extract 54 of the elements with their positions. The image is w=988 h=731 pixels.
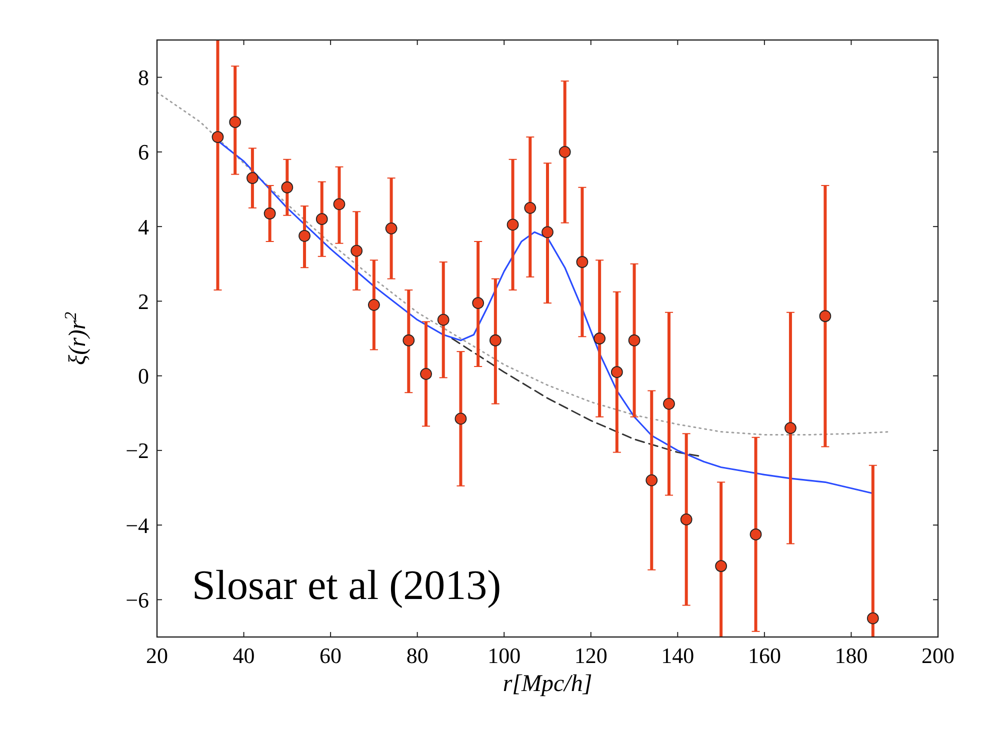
y-tick-label: 4 [138, 214, 149, 240]
y-tick-label: −6 [126, 587, 149, 612]
x-tick-label: 180 [834, 643, 868, 668]
x-tick-label: 160 [748, 643, 781, 668]
point [866, 612, 879, 624]
point [264, 208, 276, 220]
point [558, 146, 571, 158]
x-axis-title: r[Mpc/h] [502, 671, 592, 697]
x-tick-label: 140 [661, 643, 694, 668]
x-tick-label: 60 [320, 643, 342, 668]
point [246, 172, 258, 184]
y-tick-label: 2 [138, 288, 149, 314]
point [680, 514, 692, 526]
point [333, 198, 346, 210]
point [610, 366, 623, 378]
point [316, 213, 328, 226]
point [298, 230, 310, 242]
y-tick-label: −4 [126, 512, 149, 538]
point [524, 202, 536, 214]
x-tick-label: 120 [574, 643, 608, 668]
point [542, 226, 554, 238]
annotation: Slosar et al (2013) [192, 563, 502, 609]
point [472, 297, 484, 310]
x-tick-label: 100 [488, 643, 521, 668]
x-tick-label: 200 [922, 643, 954, 668]
point [628, 334, 640, 346]
point [489, 334, 502, 346]
point [663, 398, 675, 410]
point [402, 334, 415, 346]
point [646, 474, 658, 486]
point [784, 422, 796, 434]
y-tick-label: 6 [138, 140, 149, 165]
x-tick-label: 20 [146, 643, 168, 668]
point [368, 298, 380, 311]
point [715, 560, 728, 572]
point [437, 314, 450, 326]
x-tick-label: 80 [406, 643, 428, 668]
point [594, 332, 606, 344]
point [420, 368, 432, 380]
point [385, 222, 398, 234]
y-tick-label: 0 [138, 364, 149, 389]
point [212, 131, 224, 143]
point [454, 412, 467, 425]
point [506, 218, 519, 231]
y-tick-label: −2 [126, 438, 149, 464]
line-series [451, 338, 700, 457]
point [350, 244, 363, 257]
point [576, 256, 588, 268]
point [819, 310, 832, 322]
point [229, 116, 242, 128]
point [750, 528, 762, 540]
point [281, 181, 294, 194]
y-tick-label: 8 [138, 65, 149, 90]
x-tick-label: 40 [232, 643, 255, 668]
